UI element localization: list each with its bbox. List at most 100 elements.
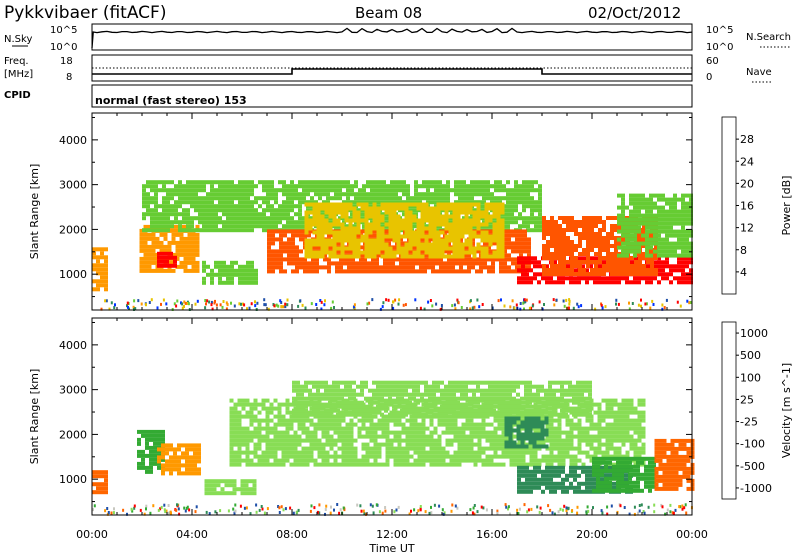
data-cell <box>330 180 334 184</box>
data-cell <box>530 188 534 192</box>
data-cell <box>566 216 570 220</box>
data-cell <box>586 220 590 224</box>
data-cell <box>605 276 609 280</box>
data-cell <box>653 242 657 246</box>
data-cell <box>661 242 665 246</box>
data-cell <box>365 219 369 223</box>
data-cell <box>279 261 283 265</box>
data-cell <box>661 254 665 258</box>
data-cell <box>246 273 250 277</box>
data-cell <box>469 227 473 231</box>
data-cell <box>274 196 278 200</box>
data-cell <box>226 273 230 277</box>
data-cell <box>142 184 146 188</box>
data-cell <box>405 227 409 231</box>
data-cell <box>254 200 258 204</box>
data-cell <box>478 459 482 463</box>
data-cell <box>221 491 225 495</box>
data-cell <box>557 276 561 280</box>
data-cell <box>433 255 437 259</box>
data-cell <box>586 216 590 220</box>
data-cell <box>168 241 172 245</box>
data-cell <box>638 272 642 276</box>
data-cell <box>470 423 474 427</box>
data-cell <box>562 240 566 244</box>
data-cell <box>523 245 527 249</box>
data-cell <box>326 427 330 431</box>
data-cell <box>446 431 450 435</box>
data-cell <box>474 192 478 196</box>
data-cell <box>238 411 242 415</box>
data-cell <box>657 260 661 264</box>
data-cell <box>394 419 398 423</box>
data-cell <box>222 180 226 184</box>
data-cell <box>458 459 462 463</box>
data-cell <box>529 260 533 264</box>
data-cell <box>478 443 482 447</box>
data-cell <box>370 423 374 427</box>
data-cell <box>431 265 435 269</box>
data-cell <box>298 224 302 228</box>
data-cell <box>226 228 230 232</box>
data-cell <box>474 427 478 431</box>
data-cell <box>473 251 477 255</box>
data-cell <box>379 265 383 269</box>
data-cell <box>100 470 104 474</box>
data-cell <box>346 184 350 188</box>
data-cell <box>282 184 286 188</box>
data-cell <box>465 231 469 235</box>
data-cell <box>414 439 418 443</box>
data-cell <box>377 243 381 247</box>
data-cell <box>617 276 621 280</box>
data-cell <box>473 247 477 251</box>
data-cell <box>401 227 405 231</box>
data-cell <box>305 255 309 259</box>
data-cell <box>349 223 353 227</box>
data-cell <box>322 451 326 455</box>
data-cell <box>490 435 494 439</box>
data-cell <box>282 455 286 459</box>
data-cell <box>438 423 442 427</box>
data-cell <box>222 196 226 200</box>
data-cell <box>582 252 586 256</box>
data-cell <box>306 439 310 443</box>
data-cell <box>425 211 429 215</box>
data-cell <box>485 231 489 235</box>
data-cell <box>493 223 497 227</box>
data-cell <box>482 419 486 423</box>
data-cell <box>298 216 302 220</box>
data-cell <box>651 300 653 303</box>
data-cell <box>309 227 313 231</box>
data-cell <box>665 242 669 246</box>
data-cell <box>338 419 342 423</box>
data-cell <box>206 220 210 224</box>
data-cell <box>287 245 291 249</box>
data-cell <box>172 233 176 237</box>
data-cell <box>426 451 430 455</box>
data-cell <box>278 208 282 212</box>
data-cell <box>266 220 270 224</box>
data-cell <box>350 427 354 431</box>
data-cell <box>169 256 173 260</box>
data-cell <box>156 269 160 273</box>
data-cell <box>582 216 586 220</box>
data-cell <box>317 211 321 215</box>
data-cell <box>534 188 538 192</box>
data-cell <box>422 192 426 196</box>
data-cell <box>481 223 485 227</box>
data-cell <box>295 261 299 265</box>
data-cell <box>393 251 397 255</box>
data-cell <box>177 463 181 467</box>
data-cell <box>230 447 234 451</box>
data-cell <box>633 226 637 230</box>
data-cell <box>562 252 566 256</box>
data-cell <box>321 255 325 259</box>
data-cell <box>341 243 345 247</box>
nsearch-label: N.Search <box>746 32 791 43</box>
data-cell <box>294 439 298 443</box>
data-cell <box>499 265 503 269</box>
data-cell <box>230 204 234 208</box>
data-cell <box>365 223 369 227</box>
data-cell <box>180 241 184 245</box>
data-cell <box>359 269 363 273</box>
